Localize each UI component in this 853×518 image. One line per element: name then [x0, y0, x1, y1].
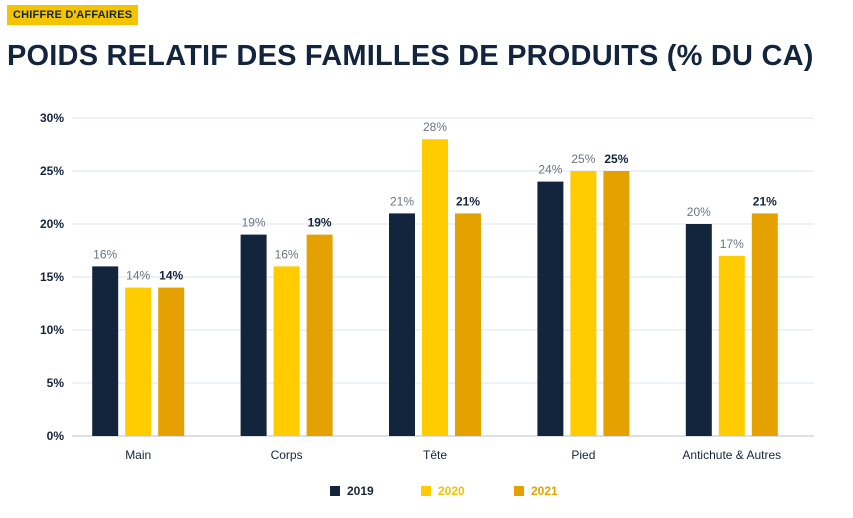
legend-label: 2019 — [347, 484, 374, 498]
data-label: 17% — [720, 237, 744, 251]
y-tick-label: 0% — [47, 429, 65, 443]
y-tick-label: 15% — [40, 270, 64, 284]
legend-label: 2020 — [438, 484, 465, 498]
bar — [125, 287, 152, 436]
bar — [455, 213, 481, 436]
data-label: 21% — [456, 194, 480, 208]
data-label: 20% — [687, 205, 711, 219]
bar — [389, 213, 415, 436]
bar — [92, 266, 119, 436]
y-axis: 0% 5% 10% 15% 20% 25% 30% — [40, 111, 64, 443]
bar-marks — [92, 139, 778, 436]
data-labels: 16% 14% 14% 19% 16% 19% 21% 28% 21% 24% 25% 25% 20% 1… — [93, 120, 777, 282]
data-label: 19% — [242, 216, 266, 230]
y-tick-label: 5% — [47, 376, 65, 390]
x-axis: Main Corps Tête Pied Antichute & Autres — [125, 448, 781, 462]
legend-swatch — [514, 486, 524, 496]
x-tick-label: Pied — [571, 448, 595, 462]
page-title: POIDS RELATIF DES FAMILLES DE PRODUITS (… — [7, 40, 814, 72]
data-label: 21% — [753, 194, 777, 208]
data-label: 16% — [93, 247, 117, 261]
data-label: 28% — [423, 120, 447, 134]
bar — [603, 171, 630, 436]
data-label: 14% — [159, 269, 183, 283]
x-tick-label: Antichute & Autres — [682, 448, 781, 462]
y-tick-label: 20% — [40, 217, 64, 231]
data-label: 25% — [604, 152, 628, 166]
legend-label: 2021 — [531, 484, 558, 498]
y-tick-label: 25% — [40, 164, 64, 178]
data-label: 25% — [571, 152, 595, 166]
section-badge: CHIFFRE D'AFFAIRES — [7, 5, 139, 25]
x-tick-label: Main — [125, 448, 151, 462]
bar — [718, 255, 745, 436]
legend-swatch — [421, 486, 431, 496]
y-tick-label: 10% — [40, 323, 64, 337]
data-label: 16% — [275, 247, 299, 261]
y-tick-label: 30% — [40, 111, 64, 125]
bar — [306, 234, 333, 436]
x-tick-label: Tête — [423, 448, 447, 462]
legend: 2019 2020 2021 — [330, 484, 558, 498]
bar — [751, 213, 778, 436]
bar — [685, 224, 712, 436]
data-label: 24% — [538, 163, 562, 177]
x-tick-label: Corps — [271, 448, 303, 462]
bar — [273, 266, 300, 436]
data-label: 19% — [308, 216, 332, 230]
data-label: 14% — [126, 269, 150, 283]
legend-swatch — [330, 486, 340, 496]
bar — [240, 234, 267, 436]
bar — [422, 139, 448, 436]
bar — [570, 171, 597, 436]
data-label: 21% — [390, 194, 414, 208]
bar — [537, 181, 564, 436]
bar — [158, 287, 185, 436]
